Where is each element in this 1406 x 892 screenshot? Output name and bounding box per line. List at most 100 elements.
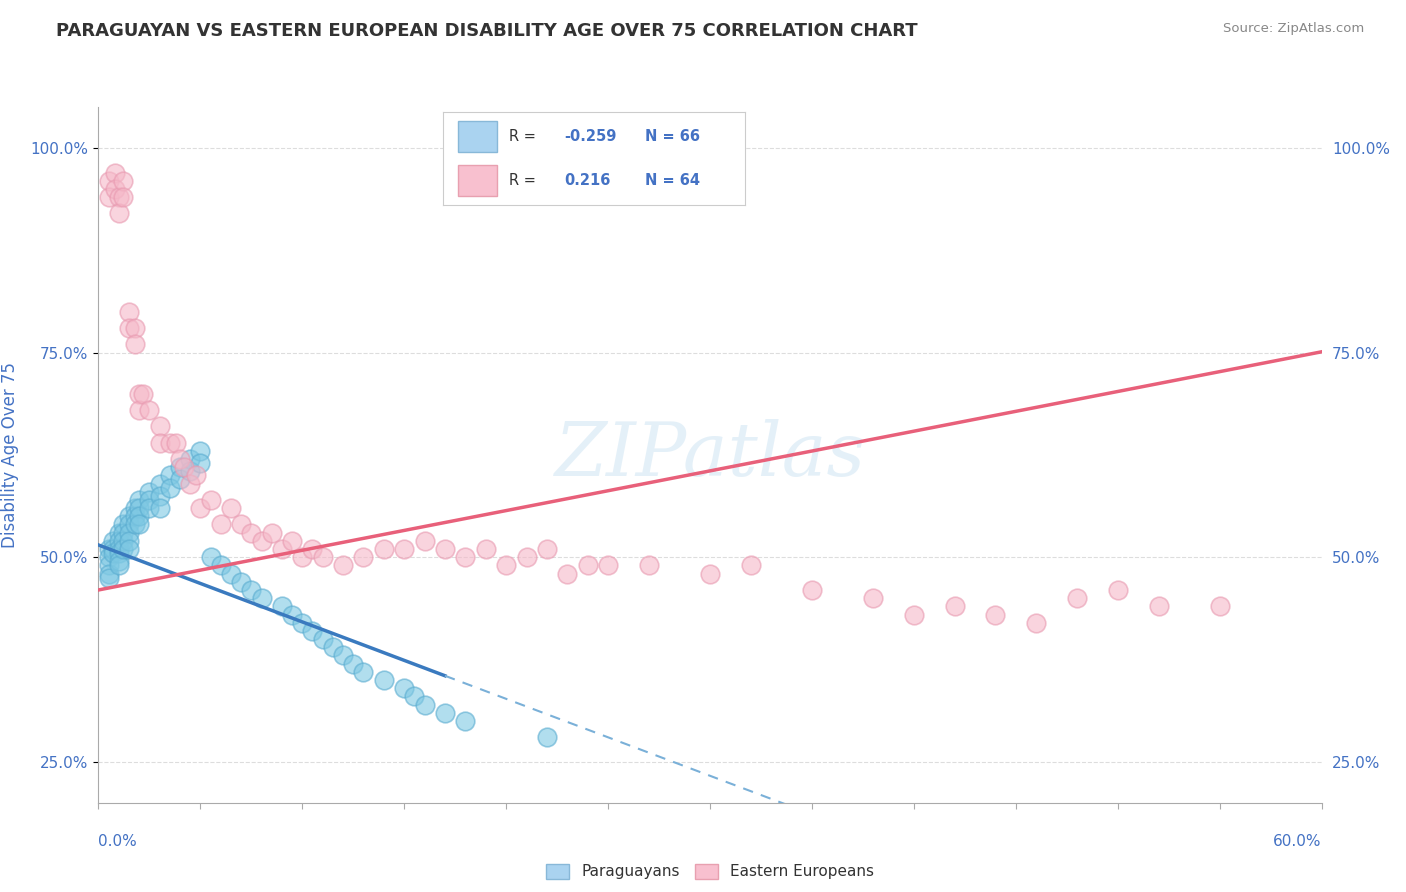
Text: 0.216: 0.216: [564, 173, 610, 188]
Point: [128, 492, 150, 507]
Point: [301, 542, 323, 557]
Point: [124, 321, 146, 335]
Point: [240, 582, 263, 597]
Text: ZIPatlas: ZIPatlas: [554, 418, 866, 491]
Point: [188, 456, 212, 470]
Point: [699, 566, 721, 581]
Point: [291, 615, 314, 630]
Point: [433, 542, 456, 557]
Point: [301, 624, 323, 638]
Point: [179, 464, 201, 478]
Text: 60.0%: 60.0%: [1274, 834, 1322, 849]
Point: [392, 681, 416, 696]
Point: [186, 468, 208, 483]
Point: [311, 632, 335, 646]
Point: [124, 501, 146, 516]
Point: [128, 501, 150, 516]
Point: [342, 657, 364, 671]
Point: [169, 473, 191, 487]
Point: [557, 566, 579, 581]
Point: [124, 517, 146, 532]
Point: [352, 665, 374, 679]
Point: [291, 550, 314, 565]
Point: [173, 460, 195, 475]
Point: [596, 558, 619, 573]
Point: [576, 558, 599, 573]
Point: [111, 542, 134, 557]
Point: [495, 558, 517, 573]
Point: [984, 607, 1007, 622]
Point: [108, 546, 131, 560]
Point: [97, 190, 120, 204]
Point: [108, 190, 131, 204]
Point: [332, 648, 354, 663]
Point: [111, 190, 134, 204]
Point: [159, 468, 181, 483]
Point: [124, 509, 146, 524]
Point: [536, 542, 558, 557]
Point: [169, 460, 191, 475]
Point: [270, 599, 292, 614]
Point: [1025, 615, 1047, 630]
Point: [97, 571, 120, 585]
Point: [101, 546, 124, 560]
FancyBboxPatch shape: [458, 120, 498, 152]
Point: [124, 337, 146, 351]
Point: [108, 558, 131, 573]
Text: N = 66: N = 66: [645, 128, 700, 144]
FancyBboxPatch shape: [458, 165, 498, 196]
Point: [200, 550, 222, 565]
Point: [101, 542, 124, 557]
Text: -0.259: -0.259: [564, 128, 616, 144]
Point: [118, 321, 141, 335]
Point: [1066, 591, 1088, 606]
Point: [179, 476, 201, 491]
Y-axis label: Disability Age Over 75: Disability Age Over 75: [1, 362, 18, 548]
Point: [111, 174, 134, 188]
Text: PARAGUAYAN VS EASTERN EUROPEAN DISABILITY AGE OVER 75 CORRELATION CHART: PARAGUAYAN VS EASTERN EUROPEAN DISABILIT…: [56, 22, 918, 40]
Point: [104, 182, 127, 196]
Point: [138, 501, 160, 516]
Point: [118, 533, 141, 548]
Point: [209, 517, 232, 532]
Point: [108, 542, 131, 557]
Point: [188, 501, 212, 516]
Point: [108, 525, 131, 540]
Point: [515, 550, 537, 565]
Point: [138, 403, 160, 417]
Point: [149, 419, 172, 434]
Point: [404, 690, 426, 704]
Point: [200, 492, 222, 507]
Point: [903, 607, 925, 622]
Point: [97, 542, 120, 557]
Text: R =: R =: [509, 173, 541, 188]
Point: [159, 481, 181, 495]
Point: [118, 509, 141, 524]
Point: [128, 517, 150, 532]
Point: [454, 550, 477, 565]
Point: [128, 403, 150, 417]
Point: [104, 165, 127, 179]
Point: [97, 566, 120, 581]
Point: [219, 501, 242, 516]
Point: [128, 386, 150, 401]
Point: [118, 525, 141, 540]
Point: [392, 542, 416, 557]
Point: [281, 533, 304, 548]
Point: [433, 706, 456, 720]
Point: [638, 558, 661, 573]
Point: [260, 525, 283, 540]
Point: [231, 517, 253, 532]
Point: [209, 558, 232, 573]
Point: [536, 731, 558, 745]
Point: [231, 574, 253, 589]
Point: [322, 640, 344, 655]
Point: [111, 533, 134, 548]
Point: [118, 304, 141, 318]
Point: [740, 558, 762, 573]
Point: [138, 484, 160, 499]
Point: [111, 525, 134, 540]
Point: [188, 443, 212, 458]
Point: [169, 452, 191, 467]
Point: [250, 533, 273, 548]
